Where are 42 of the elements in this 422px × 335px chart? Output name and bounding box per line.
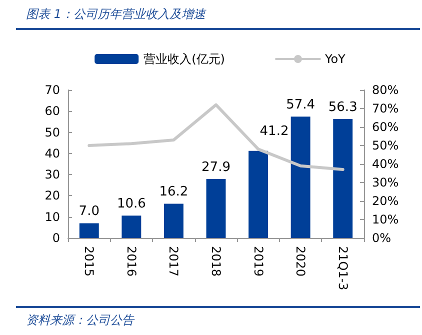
data-label: 57.4 <box>286 98 316 113</box>
bar <box>122 216 142 238</box>
x-tick-label: 21Q1-3 <box>336 246 350 290</box>
bar <box>248 150 268 238</box>
legend-label: YoY <box>324 52 346 66</box>
bar <box>164 204 184 238</box>
y-tick-label: 40 <box>44 146 60 160</box>
data-label: 27.9 <box>202 160 230 176</box>
y2-tick-label: 50% <box>372 138 399 152</box>
y2-tick-label: 60% <box>372 120 399 134</box>
text: 资料来源：公司公告 <box>26 312 134 329</box>
data-label: 7.0 <box>78 204 100 220</box>
y-tick-label: 20 <box>44 188 60 203</box>
chart-title: 图表 1：公司历年营业收入及增速 <box>26 6 206 23</box>
x-tick-label: 2016 <box>124 246 138 277</box>
y-tick-label: 0 <box>52 231 60 245</box>
legend-label: 营业收入(亿元) <box>144 52 225 66</box>
x-tick-label: 2015 <box>82 246 96 277</box>
bar <box>290 116 310 238</box>
data-label: 56.3 <box>328 100 358 115</box>
y2-tick-label: 0% <box>372 231 392 245</box>
y2-tick-label: 40% <box>372 157 399 171</box>
data-label: 41.2 <box>260 124 289 139</box>
y2-tick-label: 70% <box>372 102 399 116</box>
bar <box>206 179 226 238</box>
y-tick-label: 30 <box>44 168 60 182</box>
x-tick-label: 2019 <box>251 246 266 277</box>
bar <box>333 118 353 238</box>
y2-tick-label: 80% <box>372 83 399 97</box>
x-tick-label: 2020 <box>294 246 308 277</box>
x-tick-label: 2017 <box>166 246 181 277</box>
y-tick-label: 10 <box>44 210 60 224</box>
y-tick-label: 70 <box>44 83 60 97</box>
y-tick-label: 50 <box>44 125 60 140</box>
y-tick-label: 60 <box>44 104 60 118</box>
bar <box>79 223 99 238</box>
y2-tick-label: 30% <box>372 176 399 190</box>
data-label: 10.6 <box>116 196 146 212</box>
data-label: 16.2 <box>159 184 188 200</box>
x-tick-label: 2018 <box>209 246 223 277</box>
y2-tick-label: 20% <box>372 194 399 208</box>
y2-tick-label: 10% <box>372 212 399 226</box>
